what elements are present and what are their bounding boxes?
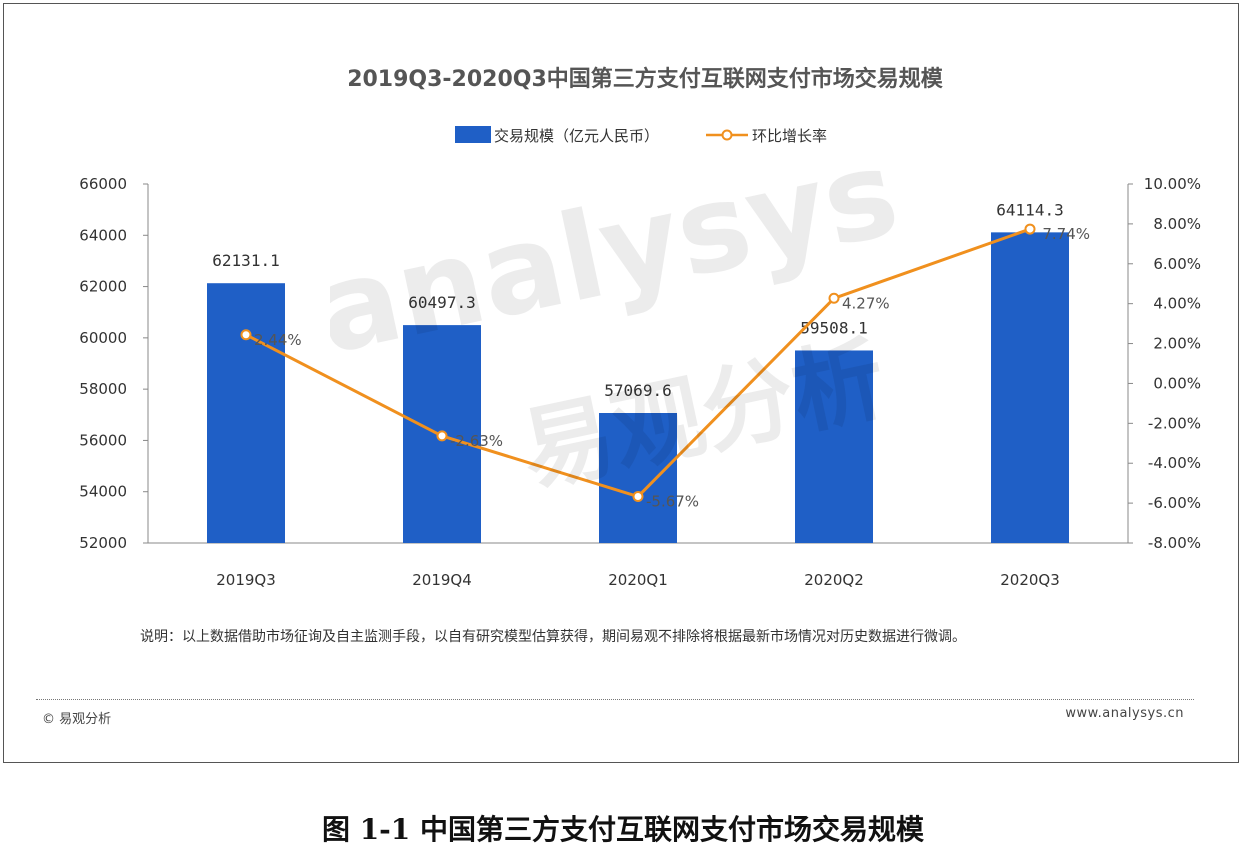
- legend: 交易规模（亿元人民币） 环比增长率: [455, 126, 827, 145]
- x-axis-tick-label: 2019Q3: [216, 571, 276, 589]
- right-axis-tick-label: 10.00%: [1144, 175, 1201, 193]
- right-axis-tick-label: 6.00%: [1153, 255, 1201, 273]
- bar: [795, 350, 873, 543]
- chart-note: 说明：以上数据借助市场征询及自主监测手段，以自有研究模型估算获得，期间易观不排除…: [140, 629, 966, 645]
- left-axis-tick-label: 56000: [79, 431, 127, 449]
- x-axis-tick-label: 2019Q4: [412, 571, 472, 589]
- bar: [991, 232, 1069, 543]
- left-axis-tick-label: 52000: [79, 534, 127, 552]
- left-axis-tick-label: 58000: [79, 380, 127, 398]
- bar-data-label: 60497.3: [408, 293, 475, 312]
- legend-bar-swatch: [455, 126, 491, 143]
- legend-line-label: 环比增长率: [752, 127, 827, 145]
- right-axis-tick-label: -2.00%: [1148, 414, 1201, 432]
- line-point: [436, 430, 448, 442]
- x-axis-tick-label: 2020Q3: [1000, 571, 1060, 589]
- bar-series: 62131.1 60497.3 57069.6 59508.1 64114.3: [207, 200, 1069, 543]
- x-axis-tick-label: 2020Q2: [804, 571, 864, 589]
- line-data-label: 7.74%: [1042, 225, 1090, 243]
- right-axis-tick-label: 8.00%: [1153, 215, 1201, 233]
- left-axis-tick-label: 66000: [79, 175, 127, 193]
- right-axis-tick-label: 4.00%: [1153, 295, 1201, 313]
- right-axis-tick-label: 0.00%: [1153, 374, 1201, 392]
- bar-data-label: 59508.1: [800, 318, 867, 337]
- right-axis-tick-label: -6.00%: [1148, 494, 1201, 512]
- footer-divider: [36, 699, 1194, 700]
- line-data-label: 2.44%: [254, 331, 302, 349]
- line-point: [240, 329, 252, 341]
- line-data-label: 4.27%: [842, 294, 890, 312]
- left-axis-tick-label: 54000: [79, 483, 127, 501]
- line-series: 2.44% -2.63% -5.67% 4.27% 7.74%: [240, 223, 1090, 511]
- axes: 52000 54000 56000 58000 60000 62000 64000 66000…: [79, 175, 1201, 589]
- right-axis-tick-label: 2.00%: [1153, 335, 1201, 353]
- left-axis-tick-label: 60000: [79, 329, 127, 347]
- line-data-label: -2.63%: [450, 432, 503, 450]
- right-axis-tick-label: -8.00%: [1148, 534, 1201, 552]
- bar-data-label: 57069.6: [604, 381, 671, 400]
- legend-bar-label: 交易规模（亿元人民币）: [494, 127, 659, 145]
- bar: [599, 413, 677, 543]
- copyright-text: © 易观分析: [42, 712, 112, 727]
- figure-caption: 图 1-1 中国第三方支付互联网支付市场交易规模: [321, 813, 925, 846]
- line-data-label: -5.67%: [646, 493, 699, 511]
- x-axis-tick-label: 2020Q1: [608, 571, 668, 589]
- bar-data-label: 64114.3: [996, 200, 1063, 219]
- line-point: [1024, 223, 1036, 235]
- left-axis-tick-label: 64000: [79, 226, 127, 244]
- bar: [207, 283, 285, 543]
- line-point: [828, 292, 840, 304]
- chart-title: 2019Q3-2020Q3中国第三方支付互联网支付市场交易规模: [347, 66, 944, 92]
- bar-data-label: 62131.1: [212, 251, 279, 270]
- line-point: [632, 491, 644, 503]
- right-axis-tick-label: -4.00%: [1148, 454, 1201, 472]
- legend-line-marker: [721, 129, 733, 141]
- left-axis-tick-label: 62000: [79, 278, 127, 296]
- website-link[interactable]: www.analysys.cn: [1065, 706, 1184, 721]
